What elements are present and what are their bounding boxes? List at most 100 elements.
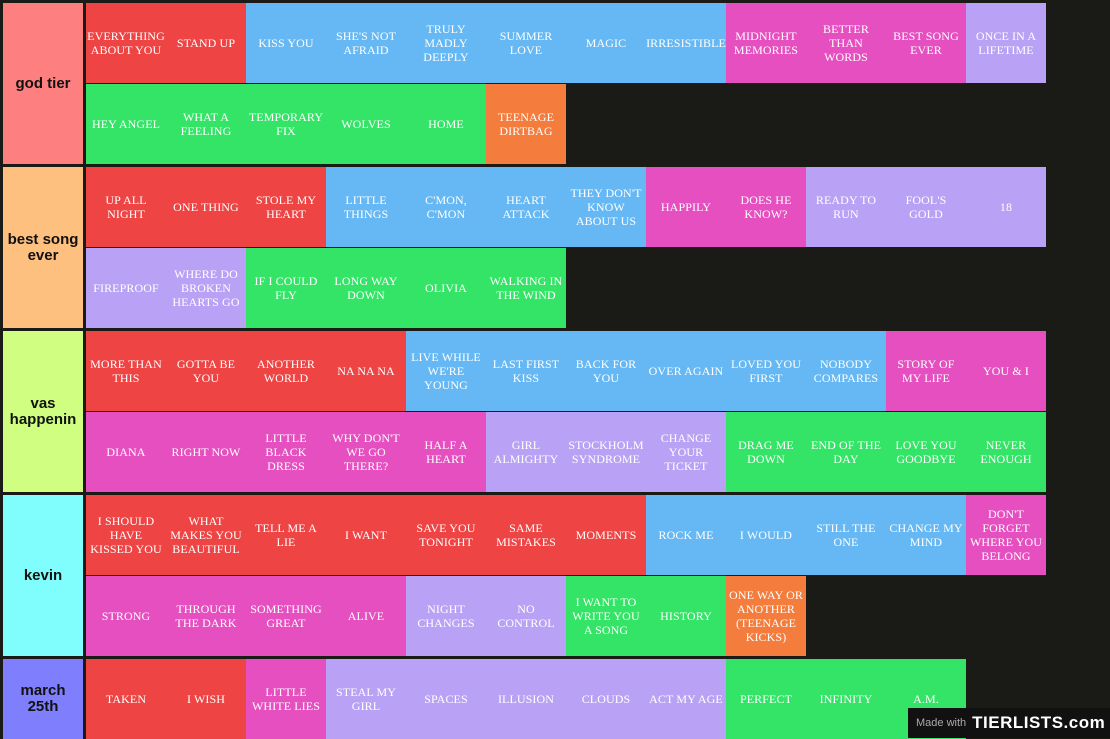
tier-item[interactable]: HEART ATTACK [486, 167, 566, 247]
tier-item[interactable]: BETTER THAN WORDS [806, 3, 886, 83]
tier-items-area[interactable]: MORE THAN THIS GOTTA BE YOU ANOTHER WORLD N… [86, 331, 1110, 492]
tier-item[interactable]: GIRL ALMIGHTY [486, 412, 566, 492]
tier-item[interactable]: STILL THE ONE [806, 495, 886, 575]
tier-item[interactable]: NO CONTROL [486, 576, 566, 656]
tier-item[interactable]: I WANT [326, 495, 406, 575]
tier-item[interactable]: ANOTHER WORLD [246, 331, 326, 411]
tier-item[interactable]: ONE WAY OR ANOTHER (TEENAGE KICKS) [726, 576, 806, 656]
tier-item[interactable]: CHANGE MY MIND [886, 495, 966, 575]
tier-items-area[interactable]: EVERYTHING ABOUT YOU STAND UP KISS YOU SHE'… [86, 3, 1110, 164]
tier-item[interactable]: FOOL'S GOLD [886, 167, 966, 247]
tier-item[interactable]: IRRESISTIBLE [646, 3, 726, 83]
tier-item[interactable]: LOVE YOU GOODBYE [886, 412, 966, 492]
tier-item[interactable]: DON'T FORGET WHERE YOU BELONG [966, 495, 1046, 575]
tier-item[interactable]: HOME [406, 84, 486, 164]
tier-item[interactable]: YOU & I [966, 331, 1046, 411]
tier-item[interactable]: SUMMER LOVE [486, 3, 566, 83]
tier-item[interactable]: SAME MISTAKES [486, 495, 566, 575]
tier-item[interactable]: BACK FOR YOU [566, 331, 646, 411]
tier-item[interactable]: TAKEN [86, 659, 166, 739]
tier-label[interactable]: god tier [3, 3, 83, 164]
tier-item[interactable]: WHAT MAKES YOU BEAUTIFUL [166, 495, 246, 575]
tier-item[interactable]: BEST SONG EVER [886, 3, 966, 83]
tier-item[interactable]: THEY DON'T KNOW ABOUT US [566, 167, 646, 247]
tier-item[interactable]: NOBODY COMPARES [806, 331, 886, 411]
tier-item[interactable]: NIGHT CHANGES [406, 576, 486, 656]
tier-item[interactable]: ALIVE [326, 576, 406, 656]
tier-item[interactable]: DOES HE KNOW? [726, 167, 806, 247]
tier-item[interactable]: C'MON, C'MON [406, 167, 486, 247]
tier-label[interactable]: march 25th [3, 659, 83, 739]
tier-item[interactable]: HISTORY [646, 576, 726, 656]
tier-item[interactable]: OVER AGAIN [646, 331, 726, 411]
tier-item[interactable]: DRAG ME DOWN [726, 412, 806, 492]
tier-item[interactable]: STOLE MY HEART [246, 167, 326, 247]
tier-item[interactable]: HALF A HEART [406, 412, 486, 492]
tier-item[interactable]: EVERYTHING ABOUT YOU [86, 3, 166, 83]
tier-items-area[interactable]: UP ALL NIGHT ONE THING STOLE MY HEART LITTL… [86, 167, 1110, 328]
tier-items-area[interactable]: TAKEN I WISH LITTLE WHITE LIES STEAL MY GIR… [86, 659, 1110, 739]
tier-item[interactable]: 18 [966, 167, 1046, 247]
tier-item[interactable]: WALKING IN THE WIND [486, 248, 566, 328]
tier-items-area[interactable]: I SHOULD HAVE KISSED YOU WHAT MAKES YOU B… [86, 495, 1110, 656]
tier-item[interactable]: TRULY MADLY DEEPLY [406, 3, 486, 83]
tier-item[interactable]: SHE'S NOT AFRAID [326, 3, 406, 83]
tier-item[interactable]: ONE THING [166, 167, 246, 247]
tier-item[interactable]: MAGIC [566, 3, 646, 83]
tier-item[interactable]: CHANGE YOUR TICKET [646, 412, 726, 492]
tier-item[interactable]: WHAT A FEELING [166, 84, 246, 164]
tier-item[interactable]: LIVE WHILE WE'RE YOUNG [406, 331, 486, 411]
tier-item[interactable]: STOCKHOLM SYNDROME [566, 412, 646, 492]
watermark[interactable]: Made with TIERLISTS.com [908, 708, 1110, 738]
tier-item[interactable]: ROCK ME [646, 495, 726, 575]
tier-item[interactable]: STAND UP [166, 3, 246, 83]
tier-item[interactable]: STORY OF MY LIFE [886, 331, 966, 411]
tier-item[interactable]: PERFECT [726, 659, 806, 739]
tier-item[interactable]: THROUGH THE DARK [166, 576, 246, 656]
tier-item[interactable]: NA NA NA [326, 331, 406, 411]
tier-item[interactable]: SAVE YOU TONIGHT [406, 495, 486, 575]
tier-item[interactable]: LITTLE THINGS [326, 167, 406, 247]
tier-label[interactable]: vas happenin [3, 331, 83, 492]
tier-item[interactable]: LOVED YOU FIRST [726, 331, 806, 411]
tier-item[interactable]: SPACES [406, 659, 486, 739]
tier-item[interactable]: MOMENTS [566, 495, 646, 575]
tier-item[interactable]: INFINITY [806, 659, 886, 739]
tier-item[interactable]: TEENAGE DIRTBAG [486, 84, 566, 164]
tier-item[interactable]: MORE THAN THIS [86, 331, 166, 411]
tier-item[interactable]: LITTLE BLACK DRESS [246, 412, 326, 492]
tier-label[interactable]: kevin [3, 495, 83, 656]
tier-item[interactable]: DIANA [86, 412, 166, 492]
tier-label[interactable]: best song ever [3, 167, 83, 328]
tier-item[interactable]: UP ALL NIGHT [86, 167, 166, 247]
tier-item[interactable]: LITTLE WHITE LIES [246, 659, 326, 739]
tier-item[interactable]: I WISH [166, 659, 246, 739]
tier-item[interactable]: KISS YOU [246, 3, 326, 83]
tier-item[interactable]: GOTTA BE YOU [166, 331, 246, 411]
tier-item[interactable]: WHERE DO BROKEN HEARTS GO [166, 248, 246, 328]
watermark-brand-logo[interactable]: TIERLISTS.com [972, 713, 1106, 732]
tier-item[interactable]: I WANT TO WRITE YOU A SONG [566, 576, 646, 656]
tier-item[interactable]: OLIVIA [406, 248, 486, 328]
tier-item[interactable]: ACT MY AGE [646, 659, 726, 739]
tier-item[interactable]: SOMETHING GREAT [246, 576, 326, 656]
tier-item[interactable]: ONCE IN A LIFETIME [966, 3, 1046, 83]
tier-item[interactable]: WOLVES [326, 84, 406, 164]
tier-item[interactable]: I WOULD [726, 495, 806, 575]
tier-item[interactable]: READY TO RUN [806, 167, 886, 247]
tier-item[interactable]: HAPPILY [646, 167, 726, 247]
tier-item[interactable]: LONG WAY DOWN [326, 248, 406, 328]
tier-item[interactable]: ILLUSION [486, 659, 566, 739]
tier-item[interactable]: CLOUDS [566, 659, 646, 739]
tier-item[interactable]: I SHOULD HAVE KISSED YOU [86, 495, 166, 575]
tier-item[interactable]: END OF THE DAY [806, 412, 886, 492]
tier-item[interactable]: IF I COULD FLY [246, 248, 326, 328]
tier-item[interactable]: TELL ME A LIE [246, 495, 326, 575]
tier-item[interactable]: TEMPORARY FIX [246, 84, 326, 164]
tier-item[interactable]: LAST FIRST KISS [486, 331, 566, 411]
tier-item[interactable]: NEVER ENOUGH [966, 412, 1046, 492]
tier-item[interactable]: FIREPROOF [86, 248, 166, 328]
tier-item[interactable]: WHY DON'T WE GO THERE? [326, 412, 406, 492]
tier-item[interactable]: STEAL MY GIRL [326, 659, 406, 739]
tier-item[interactable]: RIGHT NOW [166, 412, 246, 492]
